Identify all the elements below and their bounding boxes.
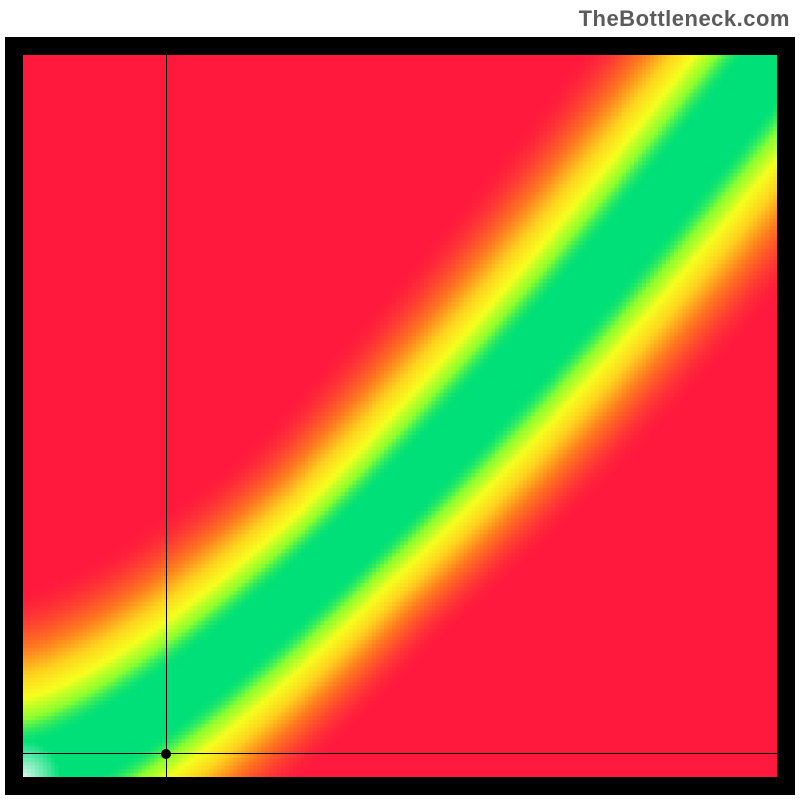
chart-container: TheBottleneck.com bbox=[0, 0, 800, 800]
crosshair-horizontal bbox=[23, 753, 777, 754]
heatmap-canvas bbox=[23, 55, 777, 777]
marker-point bbox=[161, 749, 171, 759]
crosshair-vertical bbox=[166, 55, 167, 777]
heatmap-plot bbox=[23, 55, 777, 777]
source-label: TheBottleneck.com bbox=[579, 6, 790, 32]
